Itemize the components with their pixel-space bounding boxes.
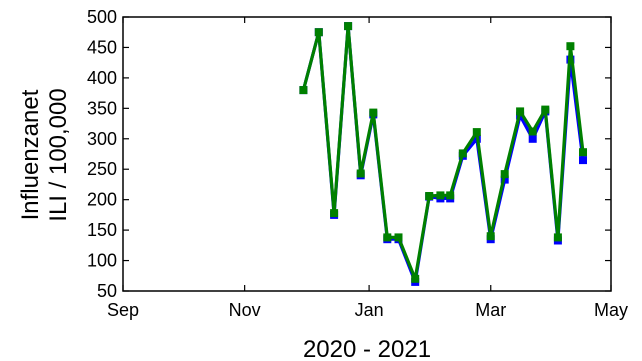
y-tick-label: 150	[87, 220, 117, 240]
y-axis-title-line-2: ILI / 100,000	[45, 88, 72, 221]
data-point	[528, 127, 537, 136]
data-point	[516, 107, 525, 116]
data-point	[356, 169, 365, 178]
x-tick-label: Sep	[107, 300, 139, 320]
data-point	[446, 191, 455, 200]
series-line	[301, 24, 585, 281]
data-point	[314, 28, 323, 37]
data-point	[528, 134, 537, 143]
y-tick-label: 100	[87, 251, 117, 271]
data-point	[553, 233, 562, 242]
x-tick-label: Nov	[229, 300, 261, 320]
data-point	[566, 42, 575, 51]
y-tick-label: 350	[87, 98, 117, 118]
y-tick-label: 50	[97, 281, 117, 301]
y-axis: 50 100 150 200 250 300 350 400 450 500	[87, 7, 611, 301]
x-tick-label: Jan	[355, 300, 384, 320]
data-point	[436, 191, 445, 200]
x-axis-title: 2020 - 2021	[303, 336, 431, 361]
data-point	[425, 192, 434, 200]
y-tick-label: 250	[87, 159, 117, 179]
series-layer	[299, 22, 587, 286]
data-point	[500, 170, 509, 179]
y-tick-label: 400	[87, 68, 117, 88]
data-point	[330, 209, 339, 218]
series-0	[299, 22, 587, 286]
plot-area-border	[122, 16, 612, 292]
data-point	[472, 128, 481, 137]
series-1	[299, 22, 587, 283]
data-point	[344, 22, 353, 31]
x-tick-label: Mar	[475, 300, 506, 320]
data-point	[486, 232, 495, 241]
x-tick-label: May	[594, 300, 628, 320]
data-point	[541, 105, 550, 114]
data-point	[579, 148, 587, 157]
data-point	[299, 86, 308, 95]
data-point	[394, 233, 403, 242]
y-axis-title: Influenzanet ILI / 100,000	[17, 88, 72, 221]
data-point	[383, 233, 392, 242]
y-tick-label: 300	[87, 129, 117, 149]
data-point	[579, 156, 587, 165]
plot-frame	[122, 16, 612, 292]
y-tick-label: 200	[87, 190, 117, 210]
data-point	[458, 149, 467, 158]
y-tick-label: 450	[87, 37, 117, 57]
data-point	[411, 274, 420, 283]
y-tick-label: 500	[87, 7, 117, 27]
y-axis-title-line-1: Influenzanet	[17, 89, 44, 220]
data-point	[369, 108, 378, 117]
x-axis: Sep Nov Jan Mar May	[107, 17, 628, 320]
